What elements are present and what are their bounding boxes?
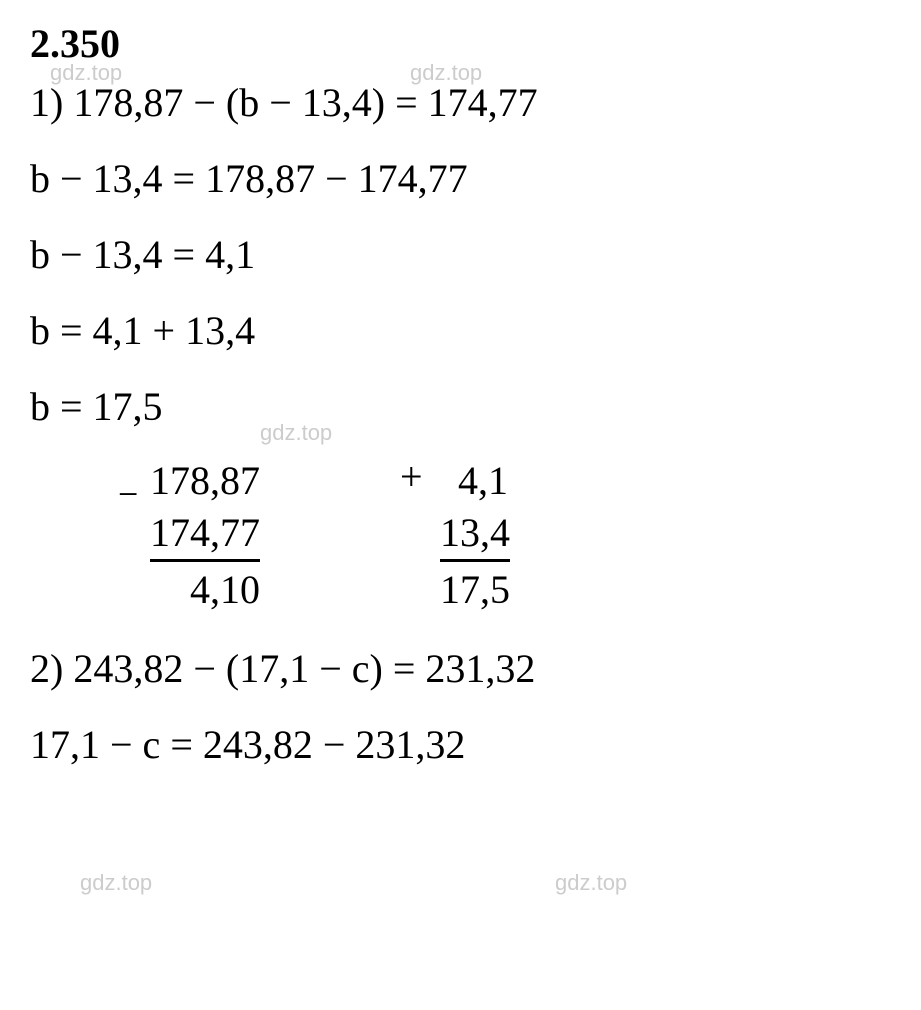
addition-calculation: + 4,1 13,4 17,5 [440,455,510,616]
equation-line-1: 1) 178,87 − (b − 13,4) = 174,77 [30,75,891,131]
calc1-operand-2: 174,77 [150,507,260,559]
calc1-result: 4,10 [150,559,260,616]
equation-line-3: b − 13,4 = 4,1 [30,227,891,283]
watermark-5: gdz.top [555,870,627,896]
equation-line-6: 2) 243,82 − (17,1 − c) = 231,32 [30,641,891,697]
calc2-operand-2: 13,4 [440,507,510,559]
calculations-row: − 178,87 174,77 4,10 + 4,1 13,4 17,5 [150,455,891,616]
watermark-4: gdz.top [80,870,152,896]
equation-line-7: 17,1 − c = 243,82 − 231,32 [30,717,891,773]
subtraction-calculation: − 178,87 174,77 4,10 [150,455,260,616]
calc1-operand-1: 178,87 [150,455,260,507]
equation-line-4: b = 4,1 + 13,4 [30,303,891,359]
minus-sign: − [118,473,138,515]
calc2-operand-1: 4,1 [458,455,510,507]
problem-number: 2.350 [30,20,891,67]
plus-sign: + [400,453,423,500]
equation-line-2: b − 13,4 = 178,87 − 174,77 [30,151,891,207]
calc2-result: 17,5 [440,559,510,616]
equation-line-5: b = 17,5 [30,379,891,435]
